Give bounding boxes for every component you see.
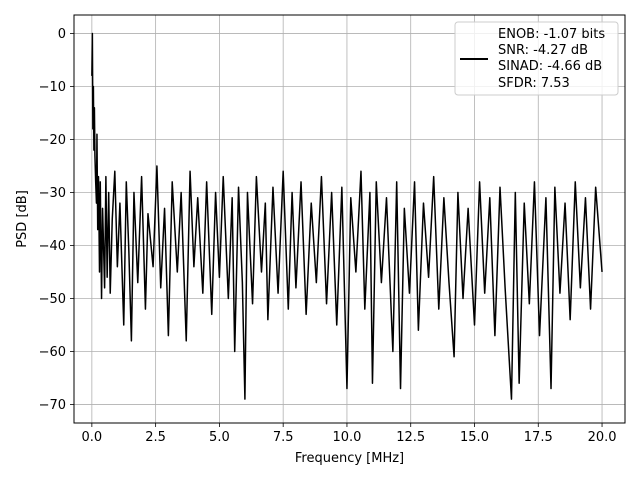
y-axis-label: PSD [dB] <box>15 190 30 248</box>
legend-entry-sinad: SINAD: -4.66 dB <box>498 59 602 74</box>
y-tick-label: −20 <box>39 133 66 148</box>
x-tick-label: 7.5 <box>273 430 294 445</box>
x-tick-label: 2.5 <box>145 430 166 445</box>
y-tick-label: −10 <box>39 80 66 95</box>
y-tick-label: −70 <box>39 398 66 413</box>
legend-entry-snr: SNR: -4.27 dB <box>498 43 588 58</box>
plot-area <box>91 32 603 400</box>
x-tick-label: 10.0 <box>332 430 361 445</box>
legend-box <box>454 21 619 96</box>
x-tick-label: 12.5 <box>396 430 425 445</box>
legend-entry-enob: ENOB: -1.07 bits <box>498 27 605 42</box>
y-tick-label: −30 <box>39 186 66 201</box>
x-tick-label: 5.0 <box>209 430 230 445</box>
axes-frame <box>73 14 626 424</box>
x-tick-label: 17.5 <box>524 430 553 445</box>
x-axis-label: Frequency [MHz] <box>295 451 404 466</box>
legend: ENOB: -1.07 bits SNR: -4.27 dB SINAD: -4… <box>454 21 619 96</box>
x-tick-label: 15.0 <box>460 430 489 445</box>
x-tick-label: 20.0 <box>588 430 617 445</box>
x-tick-label: 0.0 <box>82 430 103 445</box>
y-tick-label: −40 <box>39 239 66 254</box>
y-tick-label: −50 <box>39 292 66 307</box>
ticks: 0.0 2.5 5.0 7.5 10.0 12.5 15.0 17.5 20.0 0 −10 −20 −… <box>39 27 617 445</box>
psd-series-line-0 <box>91 32 603 400</box>
y-tick-label: −60 <box>39 345 66 360</box>
y-tick-label: 0 <box>58 27 66 42</box>
legend-entry-sfdr: SFDR: 7.53 <box>498 76 570 91</box>
